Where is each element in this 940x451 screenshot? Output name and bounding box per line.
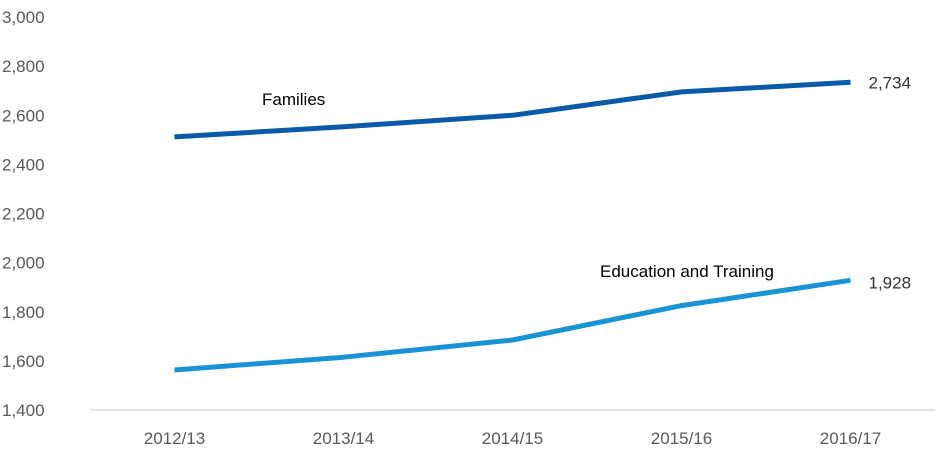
x-axis-ticks: 2012/13 2013/14 2014/15 2015/16 2016/17 [144, 429, 881, 448]
series-line-education-and-training [174, 277, 851, 373]
x-tick-label: 2015/16 [651, 429, 712, 448]
y-tick-label: 1,800 [2, 303, 45, 322]
y-tick-label: 1,600 [2, 352, 45, 371]
x-tick-label: 2013/14 [313, 429, 374, 448]
y-tick-label: 2,800 [2, 57, 45, 76]
y-axis-ticks: 1,400 1,600 1,800 2,000 2,200 2,400 2,600 2,800… [2, 8, 45, 420]
series-label-families: Families [262, 90, 325, 109]
y-tick-label: 2,000 [2, 254, 45, 273]
x-tick-label: 2012/13 [144, 429, 205, 448]
y-tick-label: 2,600 [2, 106, 45, 125]
x-tick-label: 2014/15 [482, 429, 543, 448]
end-value-label-education-and-training: 1,928 [869, 273, 912, 292]
y-tick-label: 1,400 [2, 401, 45, 420]
y-tick-label: 2,400 [2, 155, 45, 174]
x-tick-label: 2016/17 [820, 429, 881, 448]
end-value-label-families: 2,734 [869, 73, 912, 92]
y-tick-label: 2,200 [2, 205, 45, 224]
series-label-education-and-training: Education and Training [600, 262, 774, 281]
y-tick-label: 3,000 [2, 8, 45, 27]
series-lines [174, 79, 851, 373]
